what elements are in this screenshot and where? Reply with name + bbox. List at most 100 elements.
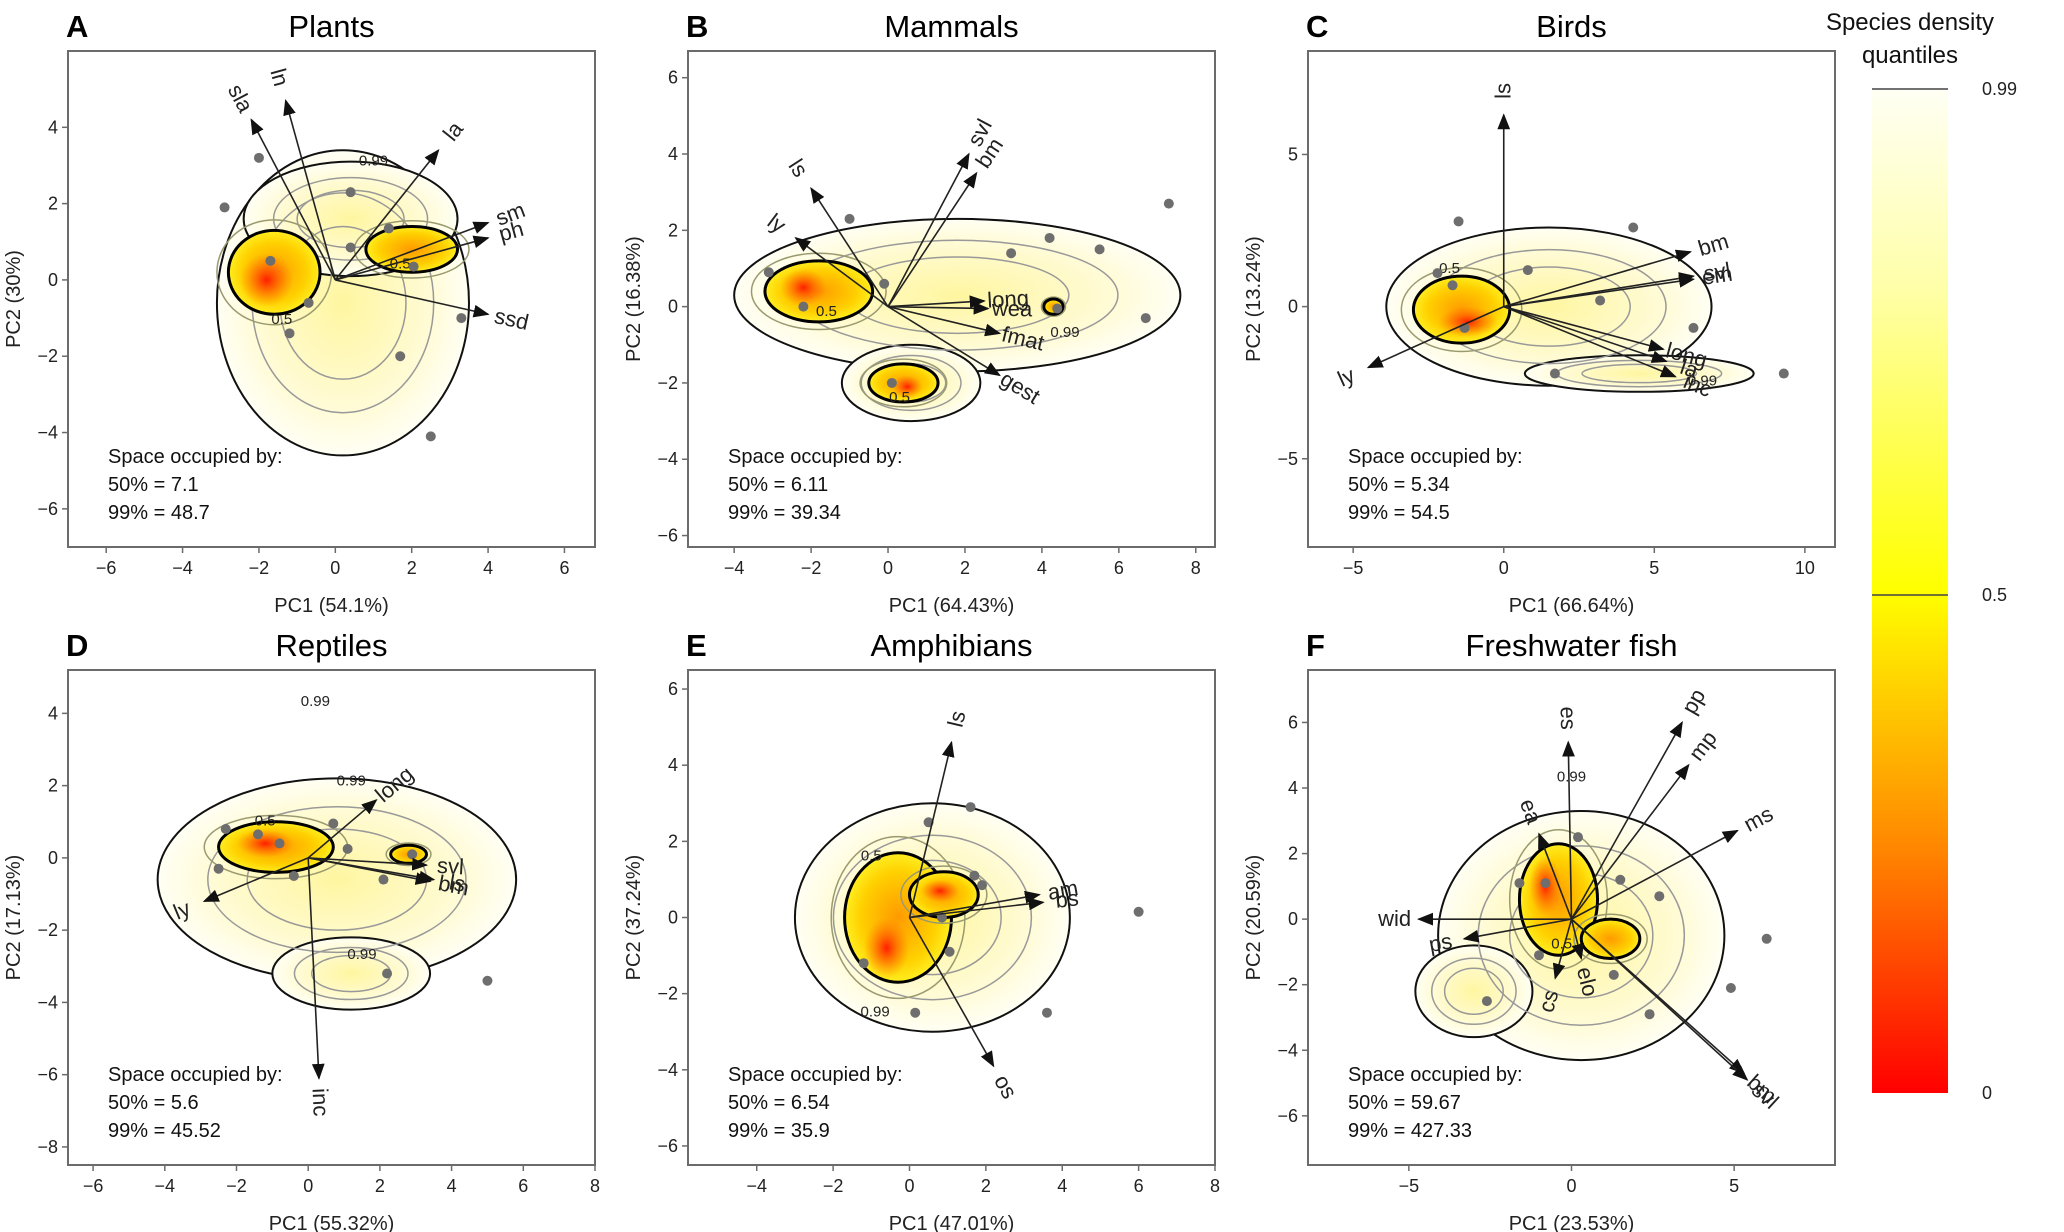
- species-point: [1654, 891, 1665, 902]
- x-tick-label: 0: [1566, 1176, 1576, 1196]
- plot-frame: [1307, 50, 1836, 548]
- colorbar-ticks: 0.99 0.5 0: [1872, 79, 2017, 1103]
- trait-arrow: [1503, 305, 1665, 352]
- y-axis-label: PC2 (13.24%): [1243, 236, 1265, 362]
- y-axis-label: PC2 (17.13%): [3, 855, 25, 981]
- y-tick-label: 0: [668, 297, 678, 317]
- species-point: [303, 297, 314, 308]
- space-occupied-50: 50% = 6.54: [728, 1092, 830, 1114]
- space-occupied-heading: Space occupied by:: [728, 1064, 903, 1086]
- panel-title: Freshwater fish: [1466, 628, 1678, 663]
- trait-label: wea: [991, 296, 1034, 322]
- y-axis-label: PC2 (16.38%): [623, 236, 645, 362]
- species-point: [456, 313, 467, 324]
- trait-arrow: [1366, 305, 1505, 369]
- trait-arrow: [1538, 832, 1573, 920]
- species-point: [886, 377, 897, 388]
- density-contour-intermediate: [832, 834, 1033, 1001]
- space-occupied-heading: Space occupied by:: [108, 446, 283, 468]
- x-tick-label: 0: [330, 558, 340, 578]
- space-occupied-99: 99% = 45.52: [108, 1120, 221, 1142]
- species-point: [1595, 295, 1606, 306]
- density-contour-intermediate: [859, 358, 948, 408]
- trait-arrow: [1570, 918, 1585, 961]
- panel-title: Mammals: [884, 9, 1018, 44]
- species-point: [1533, 950, 1544, 961]
- species-point: [1514, 878, 1525, 889]
- trait-label: em: [1700, 261, 1734, 290]
- colorbar-gradient: [1872, 89, 1948, 1093]
- y-tick-label: −2: [37, 920, 58, 940]
- panel-letter: F: [1306, 628, 1325, 663]
- contour-label: 0.99: [301, 693, 330, 710]
- y-tick-label: 4: [668, 144, 678, 164]
- density-contour-intermediate: [1581, 363, 1698, 384]
- species-point: [879, 278, 890, 289]
- trait-label: ln: [265, 66, 294, 89]
- trait-label: sla: [223, 80, 259, 117]
- density-contour-intermediate: [293, 946, 409, 1001]
- species-point: [1432, 268, 1443, 279]
- contour-label: 0.5: [255, 812, 276, 829]
- species-point: [265, 255, 276, 266]
- trait-arrow: [307, 799, 378, 859]
- species-point: [382, 968, 393, 979]
- species-point: [965, 802, 976, 813]
- species-point: [910, 1007, 921, 1018]
- species-point: [1006, 248, 1017, 259]
- x-tick-label: 4: [1037, 558, 1047, 578]
- trait-label: wid: [1377, 906, 1411, 931]
- colorbar-tick-label: 0: [1982, 1083, 1992, 1103]
- species-point: [425, 431, 436, 442]
- y-tick-label: −4: [37, 992, 58, 1012]
- trait-arrow: [202, 857, 309, 902]
- species-point: [328, 818, 339, 829]
- trait-arrow: [1571, 829, 1739, 920]
- trait-label: ls: [943, 708, 971, 729]
- x-tick-label: 6: [1114, 558, 1124, 578]
- species-point: [1133, 906, 1144, 917]
- y-tick-label: −2: [37, 346, 58, 366]
- density-contour-intermediate: [750, 252, 887, 331]
- x-axis-label: PC1 (64.43%): [889, 595, 1015, 617]
- species-point: [1573, 832, 1584, 843]
- x-tick-label: 2: [960, 558, 970, 578]
- x-axis-label: PC1 (54.1%): [274, 595, 389, 617]
- y-tick-label: 0: [1288, 297, 1298, 317]
- species-point: [1481, 996, 1492, 1007]
- y-tick-label: −2: [657, 373, 678, 393]
- y-axis-label: PC2 (30%): [3, 250, 25, 348]
- y-axis-label: PC2 (37.24%): [623, 855, 645, 981]
- trait-label: bs: [1054, 885, 1080, 912]
- species-point: [213, 863, 224, 874]
- x-tick-label: −2: [226, 1176, 247, 1196]
- trait-label: am: [1046, 875, 1080, 905]
- plot-frame: [687, 50, 1216, 548]
- species-point: [1163, 198, 1174, 209]
- y-tick-label: 2: [1288, 844, 1298, 864]
- contour-label: 0.5: [816, 303, 837, 320]
- density-core: [891, 375, 923, 399]
- contour-label: 0.5: [1439, 260, 1460, 277]
- y-tick-label: 4: [668, 755, 678, 775]
- species-point: [1725, 982, 1736, 993]
- x-tick-label: −6: [96, 558, 117, 578]
- y-tick-label: 4: [48, 117, 58, 137]
- trait-arrow: [335, 279, 490, 318]
- trait-label: ms: [1740, 801, 1778, 837]
- species-point: [1447, 280, 1458, 291]
- x-tick-label: −4: [155, 1176, 176, 1196]
- density-contour-intermediate: [1443, 967, 1504, 1015]
- trait-arrow: [908, 917, 995, 1068]
- trait-arrow: [887, 152, 970, 308]
- x-tick-label: 8: [590, 1176, 600, 1196]
- species-point: [1041, 1007, 1052, 1018]
- trait-arrow: [335, 235, 490, 281]
- contour-label: 0.99: [1050, 324, 1079, 341]
- trait-arrow: [810, 187, 889, 308]
- x-tick-label: −5: [1343, 558, 1364, 578]
